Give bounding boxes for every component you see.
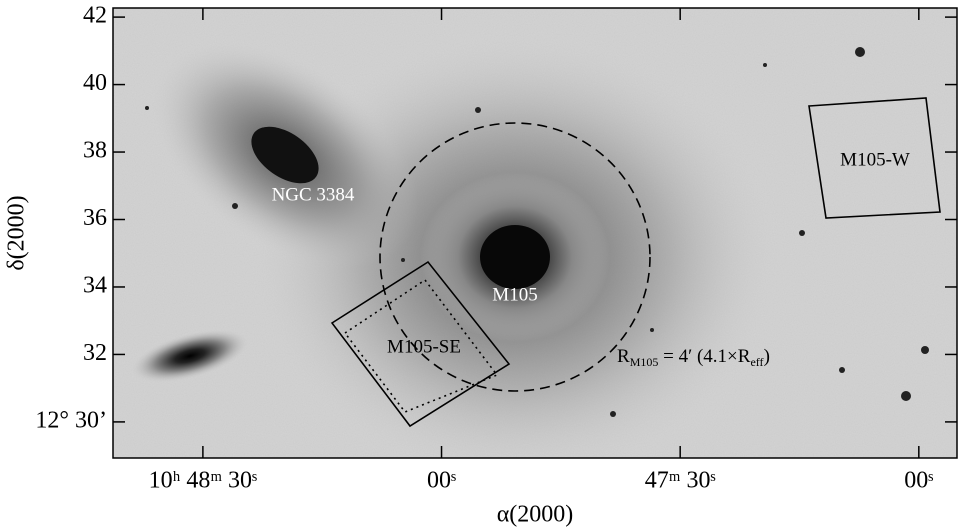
annotation-part: R (617, 346, 630, 367)
sky-image (111, 0, 957, 477)
annotation: NGC 3384 (272, 184, 355, 205)
y-tick-label: 32 (83, 340, 107, 366)
y-tick-label: 40 (83, 70, 107, 96)
annotation: M105-SE (387, 336, 461, 357)
y-tick-label: 12° 30’ (35, 407, 107, 433)
y-tick-label: 34 (83, 272, 107, 298)
x-tick-label: 10ʰ 48ᵐ 30ˢ (149, 468, 258, 494)
annotation-part: eff (750, 355, 763, 369)
y-tick-label: 42 (83, 3, 107, 29)
annotation: M105-W (840, 149, 910, 170)
y-tick-label: 38 (83, 138, 107, 164)
x-tick-label: 47ᵐ 30ˢ (645, 468, 716, 494)
y-tick-label: 36 (83, 205, 107, 231)
annotation-part: = 4′ (4.1×R (658, 346, 750, 367)
x-tick-label: 00ˢ (904, 468, 933, 494)
annotation-part: ) (764, 346, 770, 367)
annotation-part: M105 (630, 355, 659, 369)
x-axis-title: α(2000) (497, 502, 574, 528)
figure: NGC 3384 M105 M105-SE M105-W RM105 = 4′ … (0, 0, 961, 530)
annotation: M105 (492, 284, 537, 305)
x-tick-label: 00ˢ (427, 468, 456, 494)
y-axis-title: δ(2000) (4, 195, 30, 270)
